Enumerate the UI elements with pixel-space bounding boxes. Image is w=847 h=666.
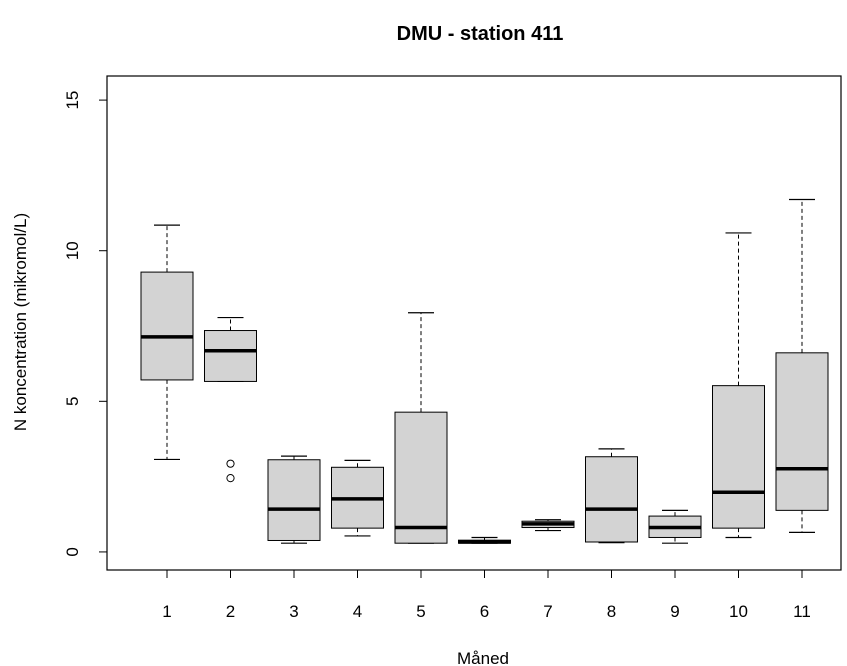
x-tick-label: 8 xyxy=(607,602,616,621)
y-tick-label: 10 xyxy=(63,241,82,260)
x-tick-label: 11 xyxy=(793,602,811,621)
box-month-7 xyxy=(521,519,575,532)
iqr-box xyxy=(775,352,829,511)
iqr-box xyxy=(585,456,638,543)
x-tick-label: 1 xyxy=(162,602,171,621)
iqr-box xyxy=(267,459,321,541)
iqr-box xyxy=(204,330,257,382)
iqr-box xyxy=(394,411,448,544)
box-month-3 xyxy=(267,455,321,544)
x-axis-label: Måned xyxy=(457,649,509,666)
x-tick-label: 4 xyxy=(353,602,362,621)
x-tick-label: 7 xyxy=(543,602,552,621)
iqr-box xyxy=(140,271,194,381)
x-tick-label: 3 xyxy=(289,602,298,621)
x-tick-label: 6 xyxy=(480,602,489,621)
x-axis: 1 2 3 4 5 6 7 8 9 10 11 xyxy=(162,569,811,621)
y-tick-label: 0 xyxy=(63,547,82,556)
outlier-point xyxy=(226,474,235,483)
x-tick-label: 5 xyxy=(416,602,425,621)
box-month-5 xyxy=(394,312,448,544)
y-axis: 0 5 10 15 xyxy=(63,91,107,557)
box-month-11 xyxy=(775,198,829,533)
box-month-8 xyxy=(585,448,638,544)
y-tick-label: 5 xyxy=(63,397,82,406)
boxes xyxy=(140,198,829,544)
y-axis-label: N koncentration (mikromol/L) xyxy=(11,213,30,431)
x-tick-label: 10 xyxy=(729,602,748,621)
y-tick-label: 15 xyxy=(63,91,82,110)
x-tick-label: 9 xyxy=(670,602,679,621)
box-month-2 xyxy=(204,316,257,483)
iqr-box xyxy=(712,385,765,529)
x-tick-label: 2 xyxy=(226,602,235,621)
box-month-1 xyxy=(140,224,194,461)
box-month-4 xyxy=(331,459,384,537)
box-month-9 xyxy=(648,509,702,544)
box-month-6 xyxy=(458,536,511,544)
outlier-point xyxy=(226,459,235,468)
chart-title: DMU - station 411 xyxy=(397,23,564,45)
box-month-10 xyxy=(712,232,765,539)
